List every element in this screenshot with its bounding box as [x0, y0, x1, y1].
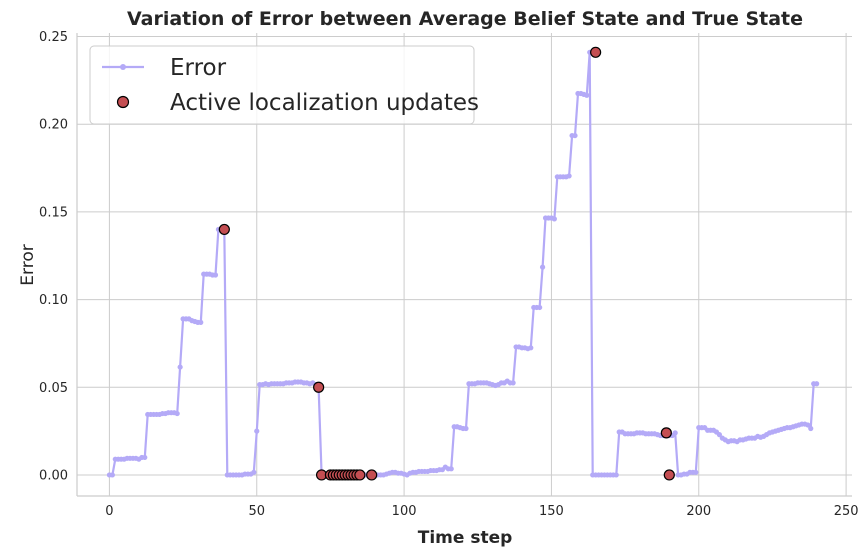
error-data-point	[808, 425, 814, 432]
active-update-point	[660, 427, 672, 439]
y-tick-label: 0.20	[39, 118, 68, 133]
chart-title: Variation of Error between Average Belie…	[127, 8, 803, 30]
error-data-point	[566, 173, 572, 179]
legend-label-error: Error	[170, 55, 227, 81]
error-data-point	[254, 428, 260, 434]
active-update-point	[663, 469, 675, 481]
error-data-point	[177, 364, 183, 370]
y-axis-label: Error	[18, 244, 38, 285]
error-data-point	[716, 432, 722, 438]
x-axis-label: Time step	[418, 528, 513, 548]
series-points-active-updates	[218, 46, 675, 481]
error-data-point	[463, 425, 469, 432]
error-data-point	[142, 454, 148, 461]
error-data-point	[572, 132, 578, 139]
legend-box	[89, 45, 475, 125]
axes	[76, 33, 852, 497]
error-data-point	[251, 469, 257, 475]
legend-error-marker-swatch	[120, 64, 126, 70]
error-data-point	[672, 430, 678, 436]
error-data-point	[198, 319, 204, 325]
active-update-point	[218, 223, 230, 236]
y-tick-label: 0.00	[39, 468, 68, 483]
x-tick-label: 200	[686, 504, 711, 519]
error-data-point	[584, 92, 590, 98]
active-update-point	[354, 469, 366, 481]
x-tick-label: 150	[539, 504, 564, 519]
y-tick-label: 0.25	[39, 30, 68, 45]
x-tick-label: 50	[248, 504, 265, 519]
legend: Error Active localization updates	[89, 45, 479, 125]
error-data-point	[693, 469, 699, 475]
error-data-point	[814, 381, 820, 387]
error-data-point	[109, 472, 115, 478]
error-data-point	[212, 272, 219, 278]
active-update-point	[590, 46, 602, 58]
y-tick-label: 0.10	[39, 293, 68, 308]
error-data-point	[448, 466, 454, 472]
error-data-point	[510, 380, 516, 386]
active-update-point	[366, 469, 378, 481]
error-data-point	[528, 345, 534, 351]
error-data-point	[539, 264, 546, 270]
error-data-point	[174, 410, 180, 417]
active-update-point	[313, 381, 325, 393]
legend-label-active-updates: Active localization updates	[170, 90, 479, 116]
x-tick-label: 250	[834, 504, 859, 519]
legend-active-updates-swatch	[116, 95, 130, 109]
y-tick-label: 0.05	[39, 381, 68, 396]
error-data-point	[537, 304, 543, 311]
error-data-point	[551, 216, 557, 222]
x-tick-label: 100	[392, 504, 417, 519]
tick-labels: 0 50 100 150 200 250 0.00 0.05 0.10 0.15 0.20 0.25	[39, 30, 858, 519]
error-data-point	[805, 422, 811, 428]
x-tick-label: 0	[105, 504, 113, 519]
y-tick-label: 0.15	[39, 205, 68, 220]
error-data-point	[613, 472, 619, 478]
